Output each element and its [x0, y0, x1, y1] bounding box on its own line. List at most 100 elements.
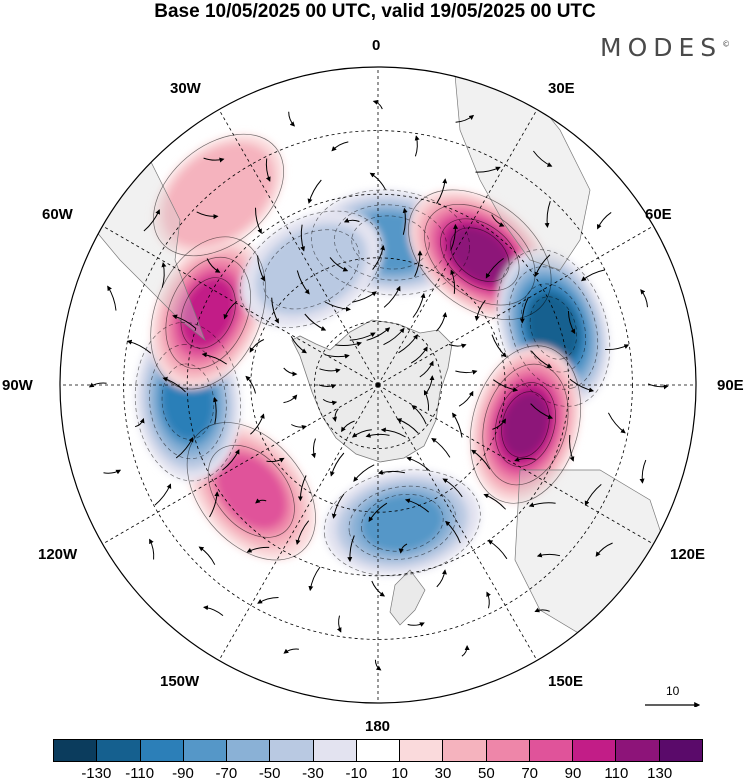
wind-vector [366, 327, 391, 341]
modes-logo: MODES© [600, 33, 730, 62]
wind-vector [266, 457, 285, 463]
wind-vector [209, 491, 220, 518]
colorbar-segment [659, 740, 702, 761]
wind-vector [295, 520, 310, 545]
wind-vector [436, 569, 447, 588]
contour-neg-70e [496, 249, 611, 407]
wind-vector [311, 438, 316, 459]
wind-vector [161, 262, 167, 288]
wind-vector [351, 429, 372, 438]
contour-pos-105e [469, 345, 582, 504]
lon-label-120w: 120W [38, 546, 78, 563]
wind-vector [380, 427, 406, 438]
wind-vector [245, 375, 256, 394]
wind-vector [88, 382, 107, 388]
contour-pos-105e [494, 382, 556, 467]
wind-vector [290, 336, 307, 354]
south-pole-marker [375, 382, 381, 388]
contour-pos-40e [450, 227, 510, 282]
wind-vector [461, 645, 470, 657]
wind-vector [569, 434, 575, 462]
wind-vector [492, 418, 507, 430]
wind-vector [491, 334, 507, 358]
contour-neg-70e [529, 296, 578, 360]
wind-vector [419, 360, 434, 378]
wind-vectors-layer [88, 99, 669, 671]
wind-vector [103, 469, 122, 475]
anomaly-fill-pos-35w [162, 142, 275, 248]
reference-vector-arrow [645, 702, 701, 707]
latitude-circle [186, 193, 570, 577]
wind-vector [353, 464, 375, 482]
wind-vector [532, 150, 553, 167]
colorbar-segment [529, 740, 574, 761]
wind-vector [255, 498, 267, 504]
colorbar-tick-label: 90 [564, 765, 582, 782]
colorbar-tick-label: -70 [215, 765, 238, 782]
colorbar-tick-label: -10 [345, 765, 368, 782]
wind-vector [172, 314, 197, 329]
wind-vector [407, 622, 425, 627]
wind-vector [514, 456, 536, 462]
contour-neg-70e [520, 283, 587, 373]
wind-vector [175, 436, 194, 459]
wind-vector [605, 344, 630, 351]
wind-vector [584, 484, 602, 506]
contour-pos-40e [408, 189, 552, 320]
wind-vector [223, 301, 238, 320]
colorbar-segment [313, 740, 357, 761]
wind-vector [149, 538, 155, 560]
colorbar-segment [54, 740, 98, 761]
colorbar-tick-label: -50 [258, 765, 281, 782]
wind-vector [349, 332, 376, 341]
wind-vector [265, 158, 271, 182]
colorbar-ticks: -130 -110 -90 -70 -50 -30 -10 10 30 50 70 90 110 130 [0, 765, 750, 783]
contour-neg-70e [508, 266, 599, 390]
colorbar-tick-label: 130 [647, 765, 673, 782]
colorbar-segment [140, 740, 184, 761]
wind-vector [475, 166, 501, 173]
colorbar-tick-label: -90 [172, 765, 194, 782]
wind-vector [491, 214, 505, 227]
wind-vector [331, 141, 349, 152]
wind-vector [411, 404, 427, 425]
meridian-line [377, 109, 538, 386]
wind-vector [569, 378, 595, 393]
wind-vector [581, 269, 606, 282]
wind-vector [246, 546, 270, 553]
meridian-line [102, 225, 379, 386]
lon-label-120e: 120E [670, 546, 706, 563]
wind-vector [134, 417, 145, 428]
wind-vector [250, 413, 265, 435]
contour-neg-30e-south [311, 189, 470, 296]
wind-vector [257, 597, 279, 604]
wind-vector [324, 353, 350, 359]
wind-vector [536, 552, 561, 558]
contour-lines-layer [134, 133, 611, 577]
anomaly-fill-neg-70e [530, 296, 577, 360]
anomaly-fill-neg-165e [361, 494, 444, 552]
contour-pos-65w [150, 236, 267, 390]
lon-label-90e: 90E [717, 377, 744, 394]
meridian-line [377, 384, 538, 661]
contour-neg-165e [323, 469, 481, 577]
wind-vector [404, 498, 430, 513]
wind-vector [331, 493, 345, 519]
wind-vector [647, 383, 669, 390]
wind-vector [534, 254, 551, 278]
wind-vector [162, 377, 186, 393]
wind-vector [485, 257, 504, 279]
wind-vector [283, 367, 298, 377]
wind-vector [431, 437, 451, 458]
lon-label-30w: 30W [170, 80, 201, 97]
meridian-line [102, 384, 379, 545]
wind-vector [450, 223, 459, 251]
contour-neg-165e [361, 493, 444, 552]
wind-vector [458, 390, 474, 407]
wind-vector [296, 270, 310, 295]
wind-vector [283, 648, 299, 654]
wind-vector [436, 178, 448, 204]
colorbar-segment [227, 740, 271, 761]
wind-vector [143, 209, 161, 232]
